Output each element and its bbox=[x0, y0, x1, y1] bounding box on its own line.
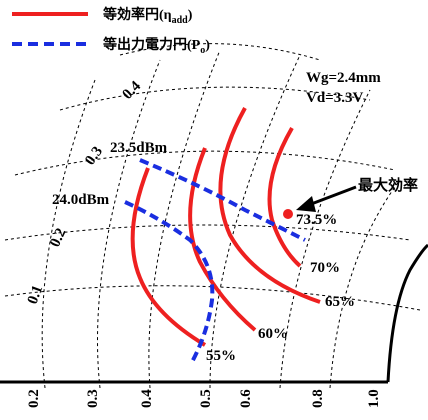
power-label-24.0dBm: 24.0dBm bbox=[52, 192, 110, 208]
efficiency-label-70: 70% bbox=[310, 260, 340, 276]
efficiency-contour-65 bbox=[218, 107, 321, 304]
legend-efficiency-label: 等効率円(ηadd) bbox=[103, 6, 193, 26]
unit-circle-boundary bbox=[386, 243, 428, 383]
max-efficiency-point bbox=[283, 209, 293, 219]
chart-grid bbox=[4, 43, 421, 389]
max-efficiency-arrow-shaft bbox=[305, 185, 357, 208]
bottom-tick-labels: 0.2 0.3 0.4 0.5 0.6 0.8 1.0 bbox=[26, 389, 382, 408]
efficiency-contour-55 bbox=[130, 167, 207, 347]
power-contour-23.5dBm bbox=[139, 158, 306, 242]
resistance-grid-line bbox=[148, 49, 221, 389]
reactance-grid-line bbox=[119, 43, 321, 61]
tick-label: 0.4 bbox=[139, 389, 155, 408]
resistance-grid-line bbox=[209, 54, 301, 389]
tick-label: 0.2 bbox=[26, 389, 42, 408]
power-contours bbox=[124, 158, 306, 363]
resistance-grid-line bbox=[97, 59, 161, 389]
resistance-grid-line bbox=[41, 79, 96, 389]
resistance-grid-line bbox=[329, 179, 401, 389]
reactance-grid-line bbox=[4, 224, 411, 241]
tick-label: 0.4 bbox=[120, 78, 145, 103]
tick-label: 0.1 bbox=[25, 283, 46, 306]
tick-label: 1.0 bbox=[366, 389, 382, 408]
efficiency-label-73.5: 73.5% bbox=[296, 212, 337, 228]
reactance-grid-line bbox=[14, 150, 396, 176]
tick-label: 0.3 bbox=[85, 389, 101, 408]
efficiency-label-55: 55% bbox=[206, 348, 236, 364]
condition-drain-voltage: Vd=3.3V bbox=[306, 90, 363, 106]
reactance-grid-line bbox=[59, 86, 371, 111]
efficiency-label-60: 60% bbox=[258, 326, 288, 342]
tick-label: 0.5 bbox=[198, 389, 214, 408]
tick-label: 0.3 bbox=[82, 144, 106, 169]
resistance-grid-line bbox=[279, 89, 371, 389]
condition-gate-width: Wg=2.4mm bbox=[306, 70, 381, 86]
max-efficiency-label: 最大効率 bbox=[358, 176, 418, 194]
tick-label: 0.2 bbox=[47, 226, 69, 250]
legend-power-label: 等出力電力円(Po) bbox=[103, 36, 210, 56]
max-efficiency-arrow-head bbox=[296, 196, 316, 212]
tick-label: 0.8 bbox=[310, 389, 326, 408]
efficiency-label-65: 65% bbox=[325, 294, 355, 310]
legend: 等効率円(ηadd) 等出力電力円(Po) bbox=[12, 6, 210, 56]
power-label-23.5dBm: 23.5dBm bbox=[110, 140, 168, 156]
power-contour-24.0dBm bbox=[124, 200, 215, 363]
tick-label: 0.6 bbox=[238, 389, 254, 408]
efficiency-contour-70 bbox=[267, 127, 302, 268]
